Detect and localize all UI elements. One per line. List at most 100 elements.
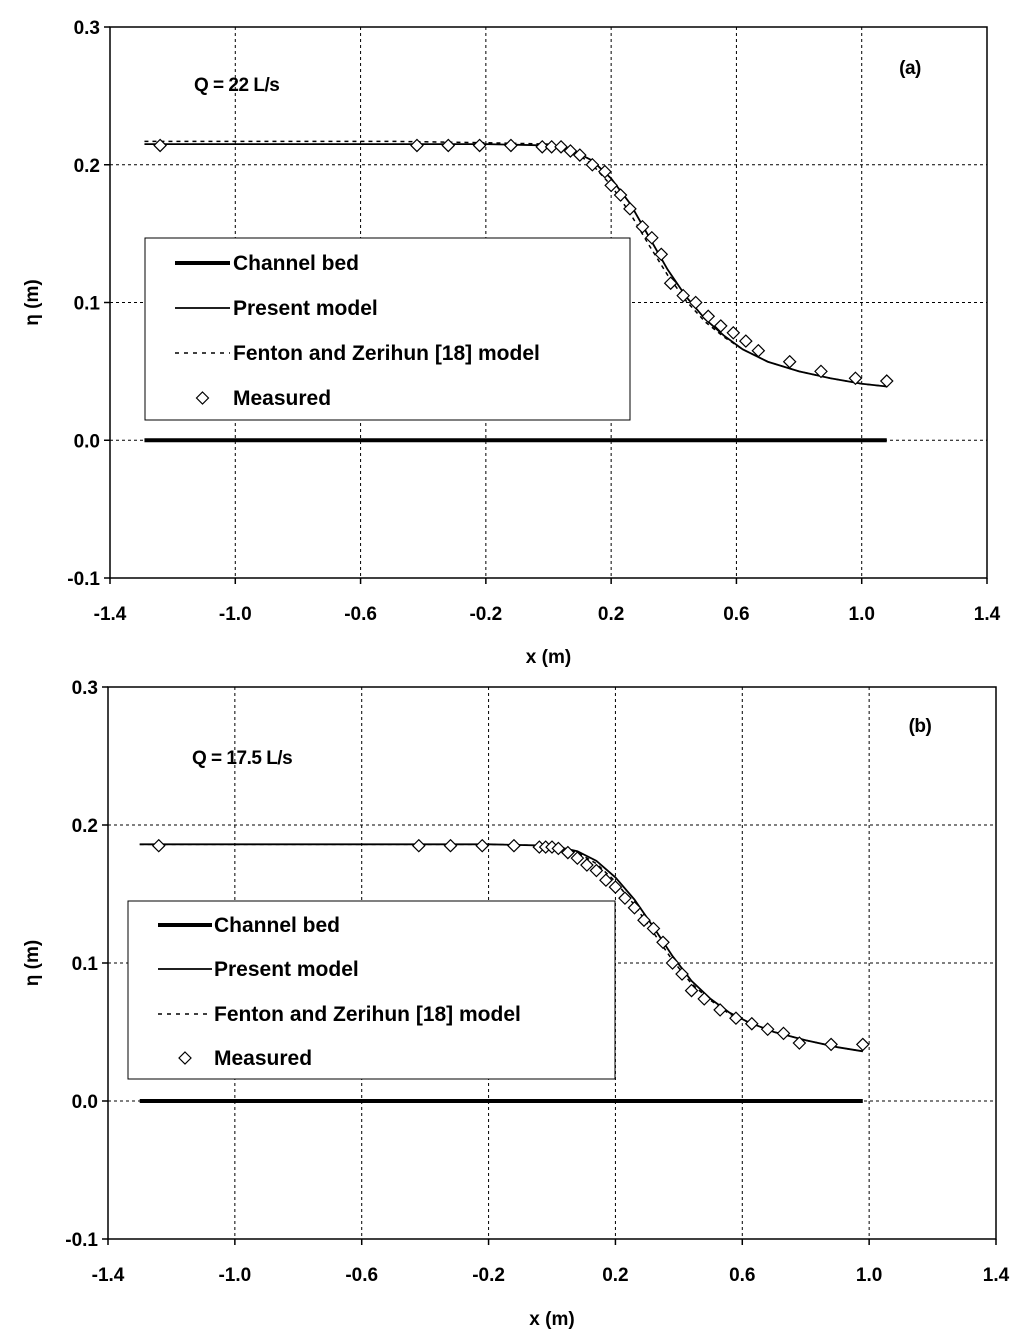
- measured-point: [848, 371, 863, 386]
- measured-point: [613, 188, 628, 202]
- y-tick-label: 0.1: [74, 294, 101, 315]
- panel-label: (b): [909, 716, 932, 737]
- x-tick-label: -1.4: [92, 1265, 125, 1286]
- y-tick-label: 0.2: [74, 156, 100, 177]
- measured-point: [814, 364, 828, 379]
- measured-point: [563, 144, 578, 158]
- measured-point: [410, 138, 424, 153]
- x-tick-label: 0.2: [602, 1265, 628, 1286]
- measured-point: [608, 880, 623, 894]
- legend-swatch-measured: [195, 391, 210, 405]
- measured-point: [713, 1003, 727, 1017]
- x-tick-label: 0.6: [723, 604, 749, 625]
- measured-point: [561, 845, 575, 860]
- measured-point: [645, 230, 659, 245]
- y-tick-label: -0.1: [65, 1230, 98, 1251]
- legend-label: Channel bed: [214, 914, 340, 937]
- measured-point: [760, 1022, 775, 1037]
- chart-svg-b: -1.4 -1.0 -0.6 -0.2 0.2 0.6 1.0 1.4 -0.1 0.0 0.1 0.…: [22, 678, 1010, 1330]
- measured-point: [599, 873, 613, 888]
- x-axis-title: x (m): [526, 647, 571, 668]
- measured-point: [570, 851, 585, 865]
- x-tick-label: -1.4: [94, 604, 127, 625]
- x-tick-label: 1.0: [849, 604, 875, 625]
- measured-point: [656, 935, 670, 950]
- x-tick-label: 1.4: [983, 1265, 1010, 1286]
- legend-label: Fenton and Zerihun [18] model: [233, 342, 540, 365]
- x-tick-label: 1.4: [974, 604, 1001, 625]
- measured-point: [824, 1037, 838, 1052]
- x-axis-title: x (m): [529, 1309, 574, 1330]
- legend-label: Measured: [233, 387, 331, 410]
- legend-box: [127, 900, 616, 1080]
- measured-point: [443, 838, 458, 853]
- measured-point: [507, 838, 521, 853]
- measured-point: [604, 178, 618, 193]
- measured-point: [855, 1037, 870, 1052]
- measured-point: [544, 139, 559, 154]
- legend-label: Present model: [233, 297, 378, 320]
- measured-point: [504, 138, 518, 153]
- legend: Channel bed Present model Fenton and Zerih…: [127, 900, 616, 1080]
- measured-point: [554, 139, 568, 154]
- x-tick-label: -0.2: [469, 604, 502, 625]
- panel-label: (a): [899, 58, 921, 79]
- measured-point: [618, 891, 632, 905]
- measured-point: [551, 841, 566, 856]
- y-axis-title: η (m): [22, 940, 43, 986]
- x-tick-label: 0.6: [729, 1265, 755, 1286]
- measured-point: [782, 354, 797, 369]
- measured-point: [598, 164, 612, 179]
- x-tick-label: -0.2: [472, 1265, 505, 1286]
- chart-panel-a: -1.4 -1.0 -0.6 -0.2 0.2 0.6 1.0 1.4 -0.1 0.0 0.1 0.…: [22, 18, 1001, 668]
- measured-point: [738, 334, 753, 348]
- legend-label: Fenton and Zerihun [18] model: [214, 1003, 521, 1026]
- measured-point: [776, 1026, 791, 1041]
- measured-point: [475, 838, 490, 853]
- measured-point: [675, 967, 689, 981]
- chart-svg-a: -1.4 -1.0 -0.6 -0.2 0.2 0.6 1.0 1.4 -0.1 0.0 0.1 0.…: [22, 18, 1001, 668]
- measured-point: [684, 983, 699, 998]
- measured-point: [535, 139, 550, 154]
- measured-point: [151, 838, 166, 853]
- measured-point: [688, 295, 703, 310]
- y-axis-title: η (m): [22, 279, 43, 325]
- measured-point: [665, 956, 680, 970]
- y-tick-label: 0.1: [72, 954, 99, 975]
- measured-point: [153, 138, 167, 153]
- x-tick-label: 1.0: [856, 1265, 882, 1286]
- y-tick-label: -0.1: [67, 569, 100, 590]
- measured-point: [623, 201, 637, 216]
- measured-point: [585, 157, 600, 172]
- fenton-zerihun-model-line: [144, 140, 887, 388]
- measured-point: [729, 1011, 743, 1026]
- legend-label: Present model: [214, 958, 359, 981]
- measured-point: [411, 838, 426, 853]
- legend: Channel bed Present model Fenton and Zerih…: [144, 237, 631, 421]
- y-tick-label: 0.3: [74, 18, 100, 39]
- measured-point: [637, 913, 651, 928]
- measured-point: [589, 863, 604, 878]
- legend-label: Measured: [214, 1047, 312, 1070]
- x-tick-label: -1.0: [218, 1265, 251, 1286]
- x-tick-label: -0.6: [345, 1265, 378, 1286]
- measured-point: [646, 921, 661, 936]
- y-tick-label: 0.2: [72, 816, 98, 837]
- x-tick-label: -0.6: [344, 604, 377, 625]
- legend-swatch-measured: [178, 1051, 192, 1065]
- measured-point: [441, 138, 456, 153]
- measured-point: [751, 343, 766, 358]
- measured-point: [744, 1016, 759, 1031]
- measured-point: [663, 276, 678, 291]
- measured-point: [654, 247, 669, 262]
- legend-label: Channel bed: [233, 252, 359, 275]
- measured-point: [580, 858, 594, 872]
- y-tick-label: 0.0: [72, 1092, 98, 1113]
- legend-box: [144, 237, 631, 421]
- measured-point: [697, 992, 712, 1006]
- flow-rate-annotation: Q = 22 L/s: [194, 75, 279, 96]
- x-tick-label: 0.2: [598, 604, 624, 625]
- y-tick-label: 0.0: [74, 431, 100, 452]
- measured-point: [676, 288, 691, 303]
- measured-point: [792, 1036, 807, 1050]
